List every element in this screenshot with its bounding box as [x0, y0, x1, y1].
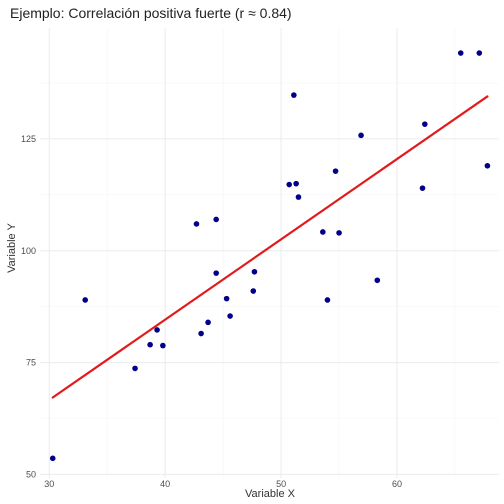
- data-point: [291, 92, 297, 98]
- x-tick-labels: 30 40 50 60: [44, 479, 402, 489]
- data-point: [132, 365, 138, 372]
- y-tick-label: 75: [26, 358, 36, 368]
- data-point: [476, 50, 483, 56]
- data-point: [213, 216, 219, 223]
- x-tick-label: 50: [276, 479, 286, 489]
- x-tick-label: 40: [160, 479, 170, 489]
- data-point: [320, 229, 326, 235]
- y-tick-label: 125: [21, 134, 36, 144]
- scatter-points: [49, 50, 491, 462]
- data-point: [193, 221, 200, 227]
- data-point: [227, 313, 233, 319]
- data-point: [324, 297, 331, 303]
- data-point: [374, 277, 381, 284]
- data-point: [358, 132, 364, 139]
- data-point: [250, 288, 257, 294]
- data-point: [213, 270, 219, 276]
- data-point: [154, 327, 160, 333]
- chart-title: Ejemplo: Correlación positiva fuerte (r …: [10, 5, 292, 21]
- data-point: [147, 341, 153, 348]
- major-gridlines: [40, 28, 499, 478]
- data-point: [49, 455, 56, 462]
- data-point: [286, 181, 293, 188]
- y-tick-label: 100: [21, 246, 36, 256]
- data-point: [419, 185, 426, 191]
- data-point: [422, 121, 428, 127]
- data-point: [295, 194, 302, 200]
- data-point: [160, 342, 166, 349]
- y-axis-label: Variable Y: [6, 222, 18, 272]
- data-point: [205, 319, 211, 326]
- data-point: [336, 230, 342, 236]
- x-tick-label: 60: [392, 479, 402, 489]
- data-point: [198, 330, 204, 337]
- y-tick-label: 50: [26, 469, 36, 479]
- data-point: [293, 180, 299, 187]
- data-point: [457, 50, 464, 56]
- data-point: [251, 268, 258, 275]
- y-tick-labels: 50 75 100 125: [21, 134, 36, 479]
- regression-line-group: [51, 95, 489, 399]
- data-point: [82, 297, 89, 303]
- x-axis-label: Variable X: [245, 488, 296, 500]
- data-point: [223, 295, 230, 302]
- regression-line: [51, 95, 489, 399]
- data-point: [332, 168, 339, 174]
- x-tick-label: 30: [44, 479, 54, 489]
- data-point: [484, 162, 491, 169]
- minor-gridlines: [40, 28, 499, 478]
